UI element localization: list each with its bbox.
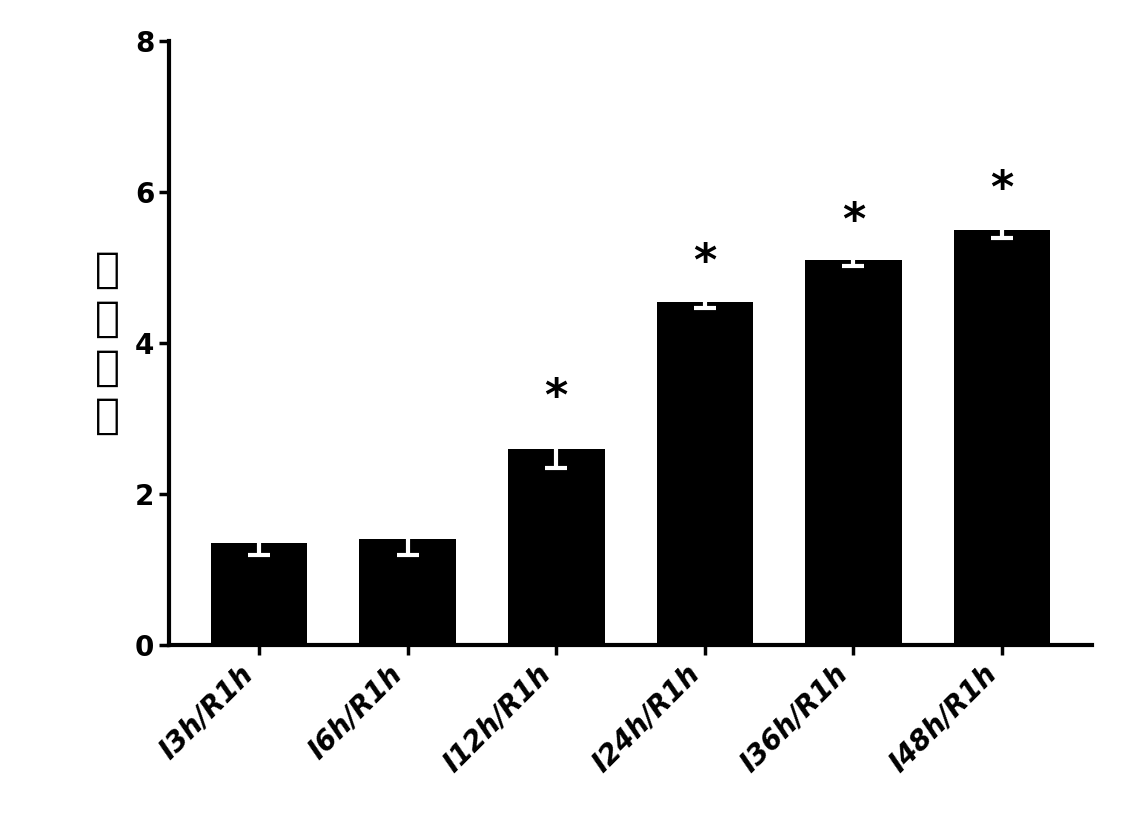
Bar — [954, 230, 1051, 645]
Y-axis label: 倍
数
变
化: 倍 数 变 化 — [95, 249, 119, 437]
Bar — [508, 449, 605, 645]
Bar — [211, 543, 307, 645]
Text: *: * — [842, 200, 865, 243]
Bar — [805, 261, 902, 645]
Bar — [359, 539, 456, 645]
Text: *: * — [991, 168, 1013, 211]
Text: *: * — [694, 241, 716, 284]
Bar — [656, 302, 753, 645]
Text: *: * — [545, 375, 568, 418]
